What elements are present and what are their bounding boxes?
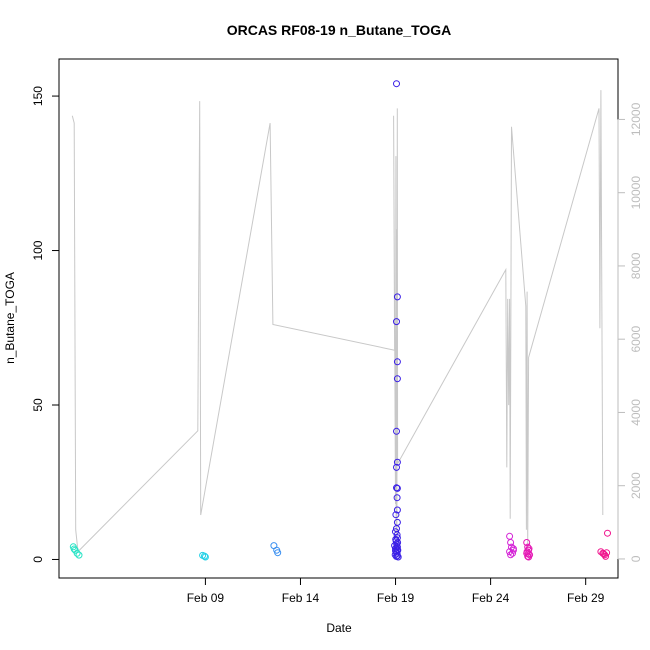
y-tick-label: 100: [31, 240, 45, 260]
data-point: [509, 549, 516, 557]
data-point: [70, 545, 78, 553]
x-tick-label: Feb 29: [567, 591, 605, 605]
data-point: [523, 539, 531, 546]
data-point: [393, 543, 401, 550]
data-point: [507, 539, 515, 546]
points-layer: [69, 80, 611, 561]
data-point: [392, 535, 400, 543]
y-axis-label: n_Butane_TOGA: [3, 272, 17, 364]
data-point: [524, 550, 532, 558]
plot-frame: [58, 58, 619, 579]
data-point: [392, 547, 399, 555]
x-tick-label: Feb 14: [282, 591, 320, 605]
y2-tick-label: 12000: [629, 102, 643, 136]
data-point: [393, 546, 401, 554]
data-point: [75, 551, 83, 559]
x-axis-label: Date: [326, 621, 352, 635]
data-point: [274, 549, 282, 557]
data-point: [393, 484, 400, 492]
data-point: [392, 511, 400, 519]
data-point: [393, 494, 401, 502]
background-line-layer: [71, 90, 604, 553]
data-point: [604, 529, 611, 537]
data-point: [393, 293, 401, 301]
data-point: [201, 552, 208, 560]
data-point: [393, 358, 401, 366]
data-point: [509, 545, 517, 553]
y2-tick-label: 2000: [629, 472, 643, 499]
chart-title: ORCAS RF08-19 n_Butane_TOGA: [227, 22, 452, 38]
data-point: [507, 551, 515, 559]
y-tick-label: 50: [31, 398, 45, 412]
data-point: [201, 553, 209, 561]
x-tick-label: Feb 24: [472, 591, 510, 605]
y2-axis: 0 2000 4000 6000 8000 10000 12000: [617, 102, 643, 562]
data-point: [525, 545, 533, 553]
y-tick-label: 150: [31, 86, 45, 106]
data-point: [393, 463, 400, 471]
x-tick-label: Feb 19: [377, 591, 415, 605]
data-point: [393, 318, 400, 326]
data-point: [393, 506, 401, 514]
y2-tick-label: 8000: [629, 252, 643, 279]
x-tick-label: Feb 09: [187, 591, 225, 605]
y2-tick-label: 10000: [629, 176, 643, 210]
background-series-line: [71, 90, 604, 553]
y2-tick-label: 4000: [629, 399, 643, 426]
y2-tick-label: 0: [629, 555, 643, 562]
y-tick-label: 0: [31, 556, 45, 563]
y2-tick-label: 6000: [629, 326, 643, 353]
data-point: [393, 458, 401, 466]
data-point: [600, 550, 608, 558]
data-point: [393, 375, 401, 383]
data-point: [393, 427, 400, 435]
y-axis: 0 50 100 150: [31, 86, 60, 563]
data-point: [506, 532, 514, 540]
x-axis: Feb 09 Feb 14 Feb 19 Feb 24 Feb 29: [187, 577, 605, 605]
data-point: [393, 80, 400, 88]
data-point: [394, 553, 402, 561]
